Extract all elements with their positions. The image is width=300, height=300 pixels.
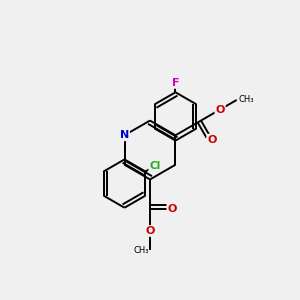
Text: O: O	[215, 104, 225, 115]
Text: CH₃: CH₃	[238, 95, 254, 104]
Text: O: O	[145, 226, 155, 236]
Text: O: O	[167, 204, 177, 214]
Text: O: O	[207, 135, 217, 145]
Text: Cl: Cl	[149, 161, 160, 171]
Text: CH₃: CH₃	[133, 246, 148, 255]
Text: F: F	[172, 78, 179, 88]
Text: N: N	[120, 130, 129, 140]
